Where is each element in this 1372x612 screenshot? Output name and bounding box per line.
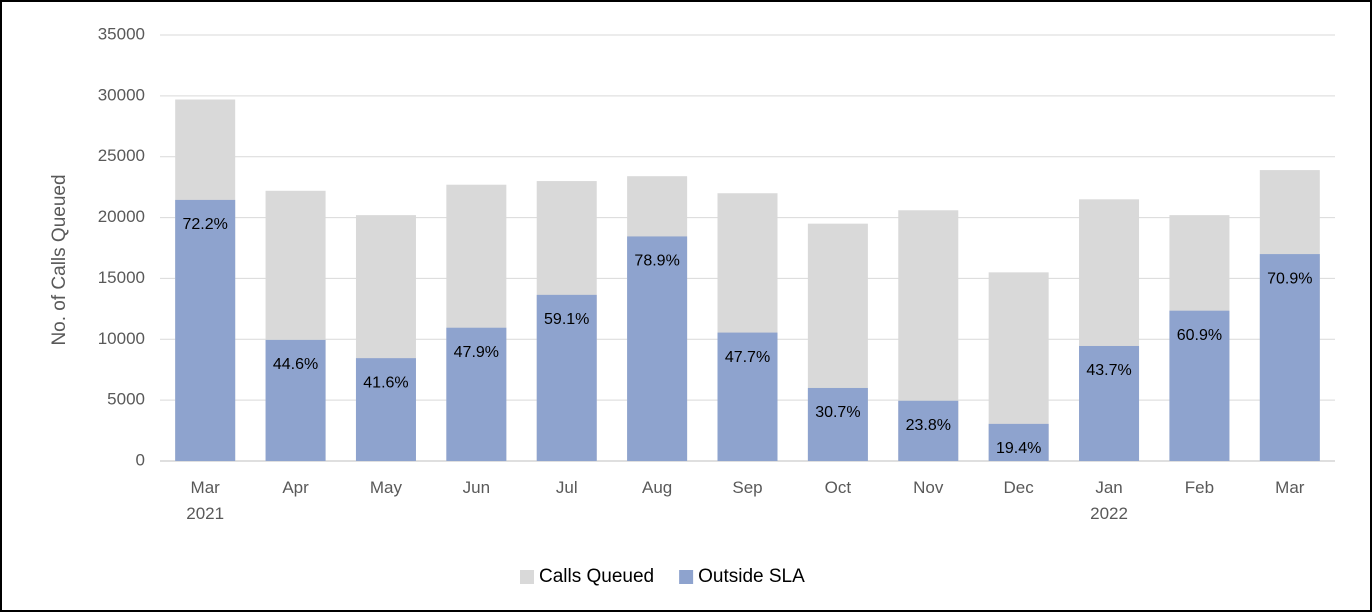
bar xyxy=(807,387,868,461)
bar xyxy=(1169,310,1230,461)
y-tick-label: 5000 xyxy=(107,390,145,409)
y-tick-label: 10000 xyxy=(98,329,145,348)
data-label: 47.9% xyxy=(454,344,499,361)
bar xyxy=(627,236,688,461)
x-tick-label: Jan 2022 xyxy=(1090,478,1128,523)
bar xyxy=(898,400,959,461)
data-label: 47.7% xyxy=(725,349,770,366)
data-label: 41.6% xyxy=(363,374,408,391)
data-label: 70.9% xyxy=(1267,270,1312,287)
legend-label: Calls Queued xyxy=(539,566,654,587)
x-tick-label: Aug xyxy=(642,478,672,497)
y-tick-label: 30000 xyxy=(98,85,145,104)
data-label: 44.6% xyxy=(273,356,318,373)
x-tick-label: Dec xyxy=(1004,478,1035,497)
bar xyxy=(536,294,597,461)
data-label: 78.9% xyxy=(634,253,679,270)
data-label: 59.1% xyxy=(544,311,589,328)
y-tick-label: 20000 xyxy=(98,207,145,226)
x-tick-label: Nov xyxy=(913,478,944,497)
x-tick-label: Oct xyxy=(825,478,852,497)
bar xyxy=(175,199,236,461)
y-axis-title: No. of Calls Queued xyxy=(49,174,70,345)
bar xyxy=(355,358,416,461)
bar xyxy=(988,423,1049,461)
legend-label: Outside SLA xyxy=(698,566,805,587)
x-tick-label: Mar 2021 xyxy=(186,478,224,523)
x-tick-label: May xyxy=(370,478,403,497)
bar xyxy=(717,332,778,461)
bar xyxy=(265,339,326,461)
data-label: 43.7% xyxy=(1086,362,1131,379)
data-label: 72.2% xyxy=(183,216,228,233)
y-tick-label: 25000 xyxy=(98,146,145,165)
legend-swatch xyxy=(679,570,694,584)
y-tick-label: 15000 xyxy=(98,268,145,287)
bar xyxy=(1079,345,1140,461)
y-tick-label: 35000 xyxy=(98,24,145,43)
data-label: 23.8% xyxy=(906,417,951,434)
x-tick-label: Jul xyxy=(556,478,578,497)
legend-swatch xyxy=(520,570,534,584)
data-label: 60.9% xyxy=(1177,327,1222,344)
x-tick-label: Feb xyxy=(1185,478,1214,497)
bar xyxy=(1259,254,1320,461)
x-tick-label: Mar xyxy=(1275,478,1305,497)
y-tick-label: 0 xyxy=(136,450,145,469)
x-tick-label: Sep xyxy=(732,478,762,497)
bar xyxy=(446,327,507,461)
data-label: 30.7% xyxy=(815,404,860,421)
data-label: 19.4% xyxy=(996,440,1041,457)
x-tick-label: Apr xyxy=(282,478,309,497)
x-tick-label: Jun xyxy=(463,478,490,497)
